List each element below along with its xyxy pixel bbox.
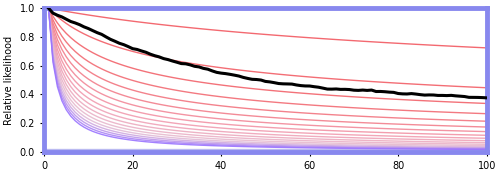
Y-axis label: Relative likelihood: Relative likelihood: [4, 35, 14, 125]
Bar: [44, 149, 486, 152]
